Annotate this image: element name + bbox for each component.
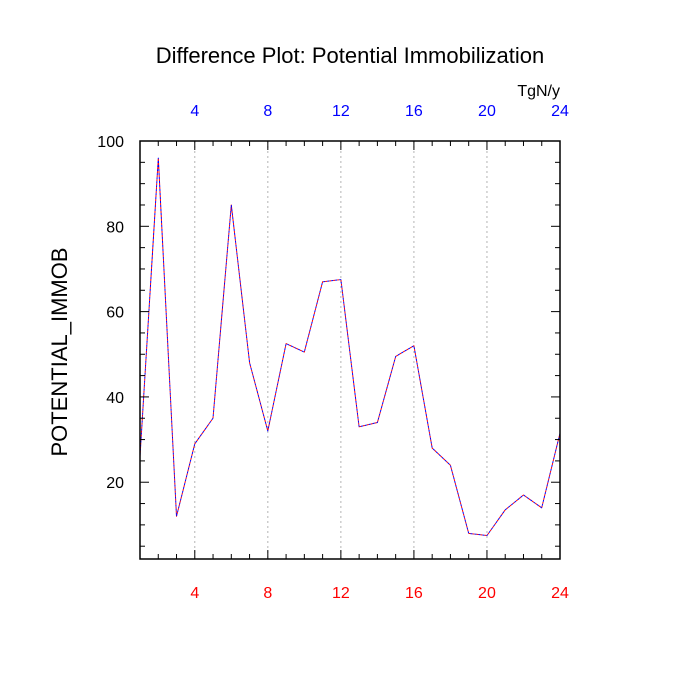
- x-tick-label-top: 16: [405, 103, 423, 120]
- x-tick-label-bottom: 8: [263, 585, 272, 602]
- tick-labels: 4 4 8 8 12 12 16 16 20 20 24 24 20 40 60 80 100: [97, 103, 569, 602]
- chart-title: Difference Plot: Potential Immobilizatio…: [156, 43, 544, 68]
- y-tick-label: 100: [97, 134, 124, 151]
- x-tick-label-top: 4: [190, 103, 199, 120]
- data-series: [139, 157, 561, 536]
- y-tick-label: 60: [106, 305, 124, 322]
- series-line-series-b: [139, 157, 561, 536]
- x-tick-label-bottom: 20: [478, 585, 496, 602]
- x-tick-label-top: 12: [332, 103, 350, 120]
- x-tick-label-bottom: 12: [332, 585, 350, 602]
- x-tick-label-bottom: 24: [551, 585, 569, 602]
- y-tick-label: 80: [106, 219, 124, 236]
- series-line-series-a: [139, 157, 561, 536]
- grid-lines: [194, 141, 488, 559]
- y-tick-label: 20: [106, 475, 124, 492]
- x-tick-label-top: 8: [263, 103, 272, 120]
- plot-frame: [139, 140, 561, 560]
- axis-ticks: [139, 140, 561, 559]
- x-tick-label-top: 24: [551, 103, 569, 120]
- y-tick-label: 40: [106, 390, 124, 407]
- x-tick-label-bottom: 16: [405, 585, 423, 602]
- x-tick-label-top: 20: [478, 103, 496, 120]
- y-axis-label: POTENTIAL_IMMOB: [47, 247, 72, 456]
- units-label: TgN/y: [517, 83, 560, 100]
- x-tick-label-bottom: 4: [190, 585, 199, 602]
